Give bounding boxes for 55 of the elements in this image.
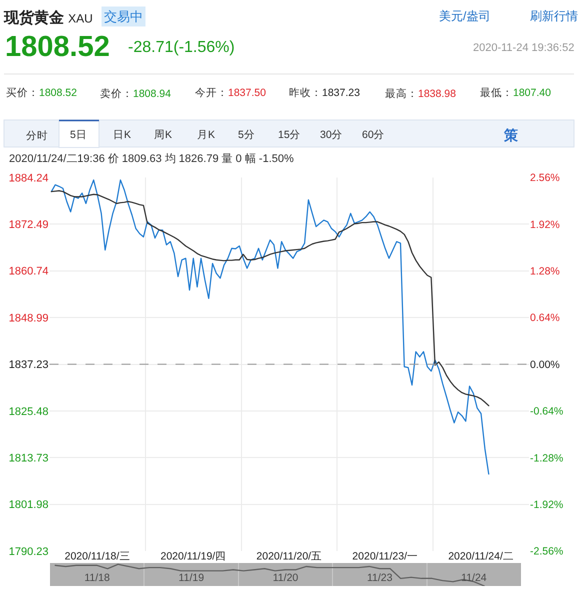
y2-tick-label: -1.92% [530, 498, 564, 511]
y2-tick-label: -2.56% [530, 546, 564, 558]
y-tick-label: 1837.23 [8, 359, 48, 372]
y-tick-label: 1825.48 [8, 406, 48, 418]
y2-tick-label: 2.56% [530, 172, 560, 184]
text: 5日 [70, 129, 87, 141]
x-tick-label: 11/24 [461, 572, 487, 584]
text: 最高：1838.98 [385, 87, 456, 100]
text: 最低：1807.40 [480, 87, 552, 99]
y-tick-label: 1872.49 [8, 219, 48, 232]
text: 60分 [362, 129, 385, 141]
text: 美元/盎司 [439, 9, 490, 23]
y-tick-label: 1790.23 [8, 546, 48, 558]
y2-tick-label: -1.28% [530, 452, 564, 464]
x-tick-label: 11/23 [366, 572, 393, 584]
text: 刷新行情 [530, 9, 578, 23]
y-tick-label: 1848.99 [8, 312, 48, 324]
text: 买价： [6, 87, 39, 99]
x-tick-label: 2020/11/23/一 [352, 550, 418, 562]
text: 策 [503, 127, 519, 143]
text: 月K [197, 129, 216, 141]
x-tick-label: 2020/11/19/四 [160, 550, 226, 562]
text: 1808.52 [39, 87, 78, 99]
y-tick-label: 1884.24 [8, 172, 48, 184]
text: 15分 [278, 129, 301, 141]
text: 分时 [26, 129, 48, 142]
text: 交易中 [104, 9, 143, 24]
x-tick-label: 11/20 [272, 572, 298, 584]
y-tick-label: 1860.74 [8, 266, 48, 278]
text: 今开：1837.50 [195, 87, 266, 99]
line-series [50, 179, 490, 475]
text: 30分 [320, 129, 343, 141]
x-tick-label: 2020/11/20/五 [256, 550, 322, 562]
text: 昨收：1837.23 [289, 87, 360, 99]
line-series [50, 190, 490, 406]
text: 5分 [238, 129, 255, 141]
text: 日K [113, 129, 132, 141]
x-tick-label: 2020/11/24/二 [448, 550, 514, 562]
text: 周K [154, 129, 172, 141]
y2-tick-label: 0.64% [530, 312, 560, 324]
y-tick-label: 1801.98 [8, 499, 48, 512]
text: 卖价：1808.94 [100, 87, 172, 100]
y2-tick-label: -0.64% [530, 406, 564, 418]
chart-title: 现货黄金 XAU [3, 9, 93, 26]
x-tick-label: 2020/11/18/三 [64, 550, 130, 562]
y-tick-label: 1813.73 [8, 452, 48, 464]
text: 1808.52 [5, 31, 110, 63]
text: -28.71(-1.56%) [128, 39, 235, 56]
y2-tick-label: 0.00% [530, 358, 560, 371]
text: 2020-11-24 19:36:52 [473, 42, 574, 54]
x-tick-label: 11/18 [84, 572, 110, 584]
y2-tick-label: 1.92% [530, 218, 560, 231]
text: 2020/11/24/二19:36 价 1809.63 均 1826.79 量 0 幅 -1.50% [9, 153, 294, 165]
y2-tick-label: 1.28% [530, 266, 560, 278]
x-tick-label: 11/19 [178, 572, 204, 584]
